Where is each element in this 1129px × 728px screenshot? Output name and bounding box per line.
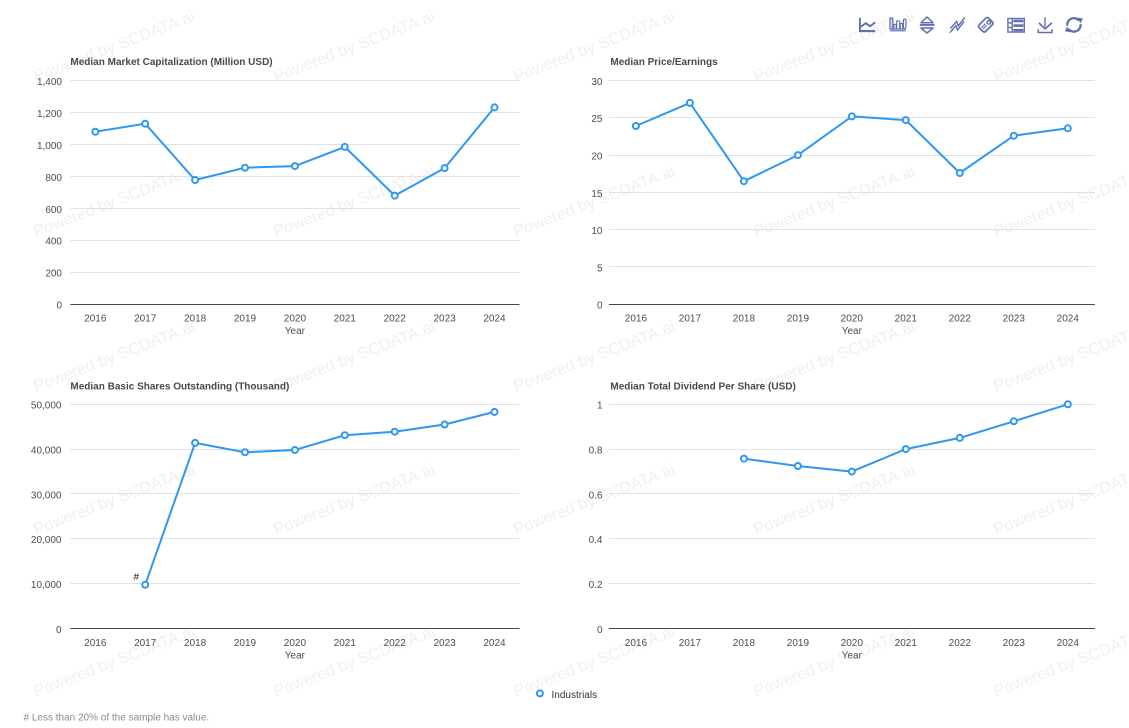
svg-text:2017: 2017 — [134, 638, 157, 649]
svg-text:Median Total Dividend Per Shar: Median Total Dividend Per Share (USD) — [610, 382, 795, 393]
svg-text:0: 0 — [597, 301, 603, 312]
svg-text:0.6: 0.6 — [589, 490, 603, 501]
svg-text:0.4: 0.4 — [589, 535, 603, 546]
svg-text:200: 200 — [45, 269, 62, 280]
svg-text:0.8: 0.8 — [589, 446, 603, 457]
svg-text:2017: 2017 — [134, 314, 157, 325]
svg-text:2016: 2016 — [84, 638, 107, 649]
svg-text:2022: 2022 — [384, 314, 407, 325]
svg-text:2021: 2021 — [895, 638, 918, 649]
svg-text:2019: 2019 — [234, 314, 257, 325]
svg-text:0: 0 — [56, 301, 62, 312]
svg-text:0: 0 — [597, 625, 603, 636]
svg-text:# Less than 20% of the sample: # Less than 20% of the sample has value. — [24, 712, 210, 723]
svg-text:0.2: 0.2 — [589, 580, 603, 591]
svg-text:2020: 2020 — [284, 638, 307, 649]
svg-text:2019: 2019 — [234, 638, 257, 649]
svg-text:2022: 2022 — [949, 638, 972, 649]
svg-text:2024: 2024 — [1057, 638, 1080, 649]
svg-text:1,400: 1,400 — [37, 77, 62, 88]
svg-text:Year: Year — [285, 326, 306, 337]
svg-text:2021: 2021 — [895, 314, 918, 325]
svg-text:Median Basic Shares Outstandin: Median Basic Shares Outstanding (Thousan… — [70, 382, 289, 393]
svg-text:2018: 2018 — [184, 314, 207, 325]
svg-text:20: 20 — [591, 152, 603, 163]
svg-text:2023: 2023 — [433, 314, 456, 325]
svg-text:1,000: 1,000 — [37, 141, 62, 152]
svg-text:30,000: 30,000 — [31, 490, 62, 501]
svg-text:2016: 2016 — [625, 314, 648, 325]
svg-text:#: # — [134, 572, 140, 583]
svg-text:1,200: 1,200 — [37, 109, 62, 120]
svg-text:2018: 2018 — [733, 638, 756, 649]
svg-text:Median Price/Earnings: Median Price/Earnings — [610, 57, 718, 68]
svg-text:2019: 2019 — [787, 638, 810, 649]
svg-text:40,000: 40,000 — [31, 446, 62, 457]
svg-text:2022: 2022 — [384, 638, 407, 649]
svg-text:2017: 2017 — [679, 314, 702, 325]
svg-text:400: 400 — [45, 237, 62, 248]
svg-text:2022: 2022 — [949, 314, 972, 325]
svg-text:2018: 2018 — [184, 638, 207, 649]
svg-text:Median Market Capitalization (: Median Market Capitalization (Million US… — [70, 57, 272, 68]
svg-text:10,000: 10,000 — [31, 580, 62, 591]
svg-text:Year: Year — [842, 326, 863, 337]
svg-text:10: 10 — [591, 226, 603, 237]
svg-text:20,000: 20,000 — [31, 535, 62, 546]
svg-text:800: 800 — [45, 173, 62, 184]
svg-text:2020: 2020 — [284, 314, 307, 325]
svg-text:5: 5 — [597, 263, 603, 274]
svg-text:Year: Year — [285, 651, 306, 662]
svg-text:2021: 2021 — [334, 314, 357, 325]
svg-text:2016: 2016 — [625, 638, 648, 649]
svg-text:2021: 2021 — [334, 638, 357, 649]
svg-text:2023: 2023 — [1003, 638, 1026, 649]
svg-text:0: 0 — [56, 625, 62, 636]
svg-text:50,000: 50,000 — [31, 401, 62, 412]
svg-text:2018: 2018 — [733, 314, 756, 325]
svg-text:2023: 2023 — [433, 638, 456, 649]
svg-text:30: 30 — [591, 77, 603, 88]
svg-text:2024: 2024 — [483, 314, 506, 325]
svg-text:25: 25 — [591, 114, 603, 125]
svg-text:Year: Year — [842, 651, 863, 662]
svg-text:15: 15 — [591, 189, 603, 200]
svg-text:2020: 2020 — [841, 314, 864, 325]
svg-text:2017: 2017 — [679, 638, 702, 649]
svg-text:2019: 2019 — [787, 314, 810, 325]
svg-text:2024: 2024 — [483, 638, 506, 649]
svg-text:2020: 2020 — [841, 638, 864, 649]
svg-text:1: 1 — [597, 401, 603, 412]
svg-text:2023: 2023 — [1003, 314, 1026, 325]
svg-text:600: 600 — [45, 205, 62, 216]
svg-text:2024: 2024 — [1057, 314, 1080, 325]
svg-text:2016: 2016 — [84, 314, 107, 325]
svg-text:Industrials: Industrials — [552, 690, 598, 701]
